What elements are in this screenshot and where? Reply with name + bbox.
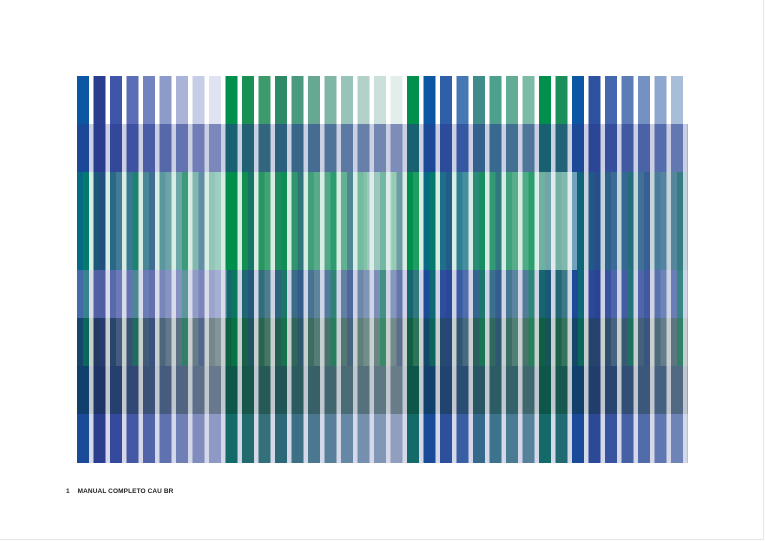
pattern-gap bbox=[452, 76, 457, 463]
pattern-pale-block bbox=[77, 270, 227, 318]
pattern-band bbox=[77, 366, 688, 414]
pattern-gap bbox=[386, 76, 391, 463]
pattern-overlay-stripe bbox=[231, 172, 238, 366]
pattern-gap bbox=[221, 76, 226, 463]
pattern-gap bbox=[419, 76, 424, 463]
pattern-overlay-stripe bbox=[347, 172, 353, 366]
pattern-gap bbox=[105, 76, 110, 463]
pattern-overlay-stripe bbox=[248, 172, 254, 366]
page-number: 1 bbox=[66, 488, 70, 495]
pattern-overlay-stripe bbox=[116, 172, 122, 366]
document-title: MANUAL COMPLETO CAU BR bbox=[77, 488, 174, 495]
pattern-gap bbox=[237, 76, 242, 463]
pattern-overlay-stripe bbox=[182, 172, 188, 366]
pattern-band bbox=[77, 414, 688, 463]
pattern-overlay-stripe bbox=[132, 172, 139, 366]
pattern-gap bbox=[89, 76, 94, 463]
pattern-overlay-stripe bbox=[578, 172, 584, 366]
pattern-overlay-stripe bbox=[99, 172, 106, 366]
pattern-overlay-stripe bbox=[264, 172, 271, 366]
pattern-gap bbox=[683, 76, 688, 463]
pattern-overlay-stripe bbox=[429, 172, 436, 366]
pattern-gap bbox=[518, 76, 523, 463]
pattern-gap bbox=[254, 76, 259, 463]
pattern-overlay-stripe bbox=[528, 172, 535, 366]
pattern-gap bbox=[320, 76, 325, 463]
pattern-overlay-stripe bbox=[380, 172, 386, 366]
pattern-overlay-stripe bbox=[495, 172, 502, 366]
pattern-overlay-stripe bbox=[413, 172, 419, 366]
pattern-overlay-stripe bbox=[396, 172, 403, 366]
pattern-gap bbox=[204, 76, 209, 463]
pattern-overlay-stripe bbox=[677, 172, 683, 366]
pattern-gap bbox=[171, 76, 176, 463]
pattern-overlay-stripe bbox=[462, 172, 469, 366]
pattern-gap bbox=[567, 76, 572, 463]
pattern-overlay-stripe bbox=[660, 172, 667, 366]
pattern-gap bbox=[287, 76, 292, 463]
pattern-gap bbox=[402, 76, 407, 463]
pattern-overlay-stripe bbox=[281, 172, 287, 366]
pattern-overlay-stripe bbox=[215, 172, 221, 366]
pattern-overlay-stripe bbox=[627, 172, 634, 366]
pattern-overlay-stripe bbox=[644, 172, 650, 366]
pattern-gap bbox=[468, 76, 473, 463]
pattern-blue-block bbox=[577, 172, 688, 270]
pattern-gap bbox=[155, 76, 160, 463]
pattern-overlay-stripe bbox=[479, 172, 485, 366]
pattern-overlay-stripe bbox=[512, 172, 518, 366]
pattern-overlay-stripe bbox=[198, 172, 205, 366]
pattern-overlay-stripe bbox=[594, 172, 601, 366]
pattern-overlay-stripe bbox=[611, 172, 617, 366]
pattern-overlay-stripe bbox=[83, 172, 89, 366]
pattern-band bbox=[77, 124, 688, 172]
pattern-gap bbox=[435, 76, 440, 463]
pattern-gap bbox=[551, 76, 556, 463]
pattern-gap bbox=[485, 76, 490, 463]
pattern-overlay-stripe bbox=[165, 172, 172, 366]
pattern-gap bbox=[600, 76, 605, 463]
pattern-gap bbox=[270, 76, 275, 463]
pattern-overlay-stripe bbox=[330, 172, 337, 366]
pattern-gap bbox=[122, 76, 127, 463]
pattern-gap bbox=[188, 76, 193, 463]
pattern-gap bbox=[336, 76, 341, 463]
pattern-gap bbox=[617, 76, 622, 463]
pattern-gap bbox=[534, 76, 539, 463]
stripe-pattern-svg bbox=[77, 76, 688, 463]
pattern-overlay-stripe bbox=[149, 172, 155, 366]
pattern-gap bbox=[650, 76, 655, 463]
pattern-gap bbox=[584, 76, 589, 463]
pattern-gap bbox=[501, 76, 506, 463]
pattern-gap bbox=[138, 76, 143, 463]
pattern-gap bbox=[633, 76, 638, 463]
pattern-overlay-stripe bbox=[297, 172, 304, 366]
pattern-overlay-stripe bbox=[314, 172, 320, 366]
pattern-gap bbox=[353, 76, 358, 463]
page-footer: 1 MANUAL COMPLETO CAU BR bbox=[66, 488, 173, 495]
striped-pattern-artwork bbox=[77, 76, 688, 463]
pattern-overlay-stripe bbox=[446, 172, 452, 366]
pattern-gap bbox=[369, 76, 374, 463]
pattern-overlay-stripe bbox=[363, 172, 370, 366]
pattern-gap bbox=[666, 76, 671, 463]
pattern-gap bbox=[303, 76, 308, 463]
